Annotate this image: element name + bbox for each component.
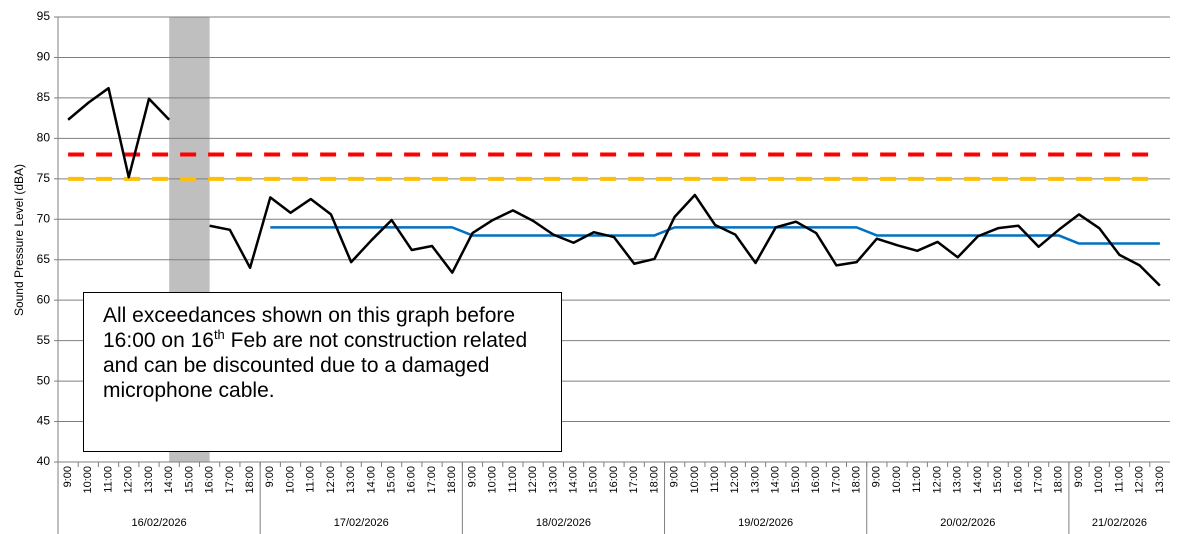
y-tick-label: 65: [37, 252, 51, 266]
y-axis-label: Sound Pressure Level (dBA): [12, 164, 26, 316]
group-label: 17/02/2026: [334, 517, 389, 529]
x-tick-label: 12:00: [1134, 466, 1146, 494]
y-tick-label: 70: [37, 211, 51, 225]
x-tick-label: 9:00: [264, 466, 276, 487]
x-tick-label: 18:00: [244, 466, 256, 494]
x-tick-label: 15:00: [790, 466, 802, 494]
x-tick-label: 17:00: [426, 466, 438, 494]
x-tick-label: 15:00: [588, 466, 600, 494]
x-tick-label: 11:00: [911, 466, 923, 493]
x-tick-label: 10:00: [1093, 466, 1105, 494]
x-tick-label: 11:00: [507, 466, 519, 493]
group-label: 19/02/2026: [738, 517, 793, 529]
y-tick-label: 50: [37, 373, 51, 387]
x-tick-label: 15:00: [183, 466, 195, 494]
x-tick-label: 9:00: [1073, 466, 1085, 487]
x-tick-label: 14:00: [972, 466, 984, 494]
x-tick-label: 15:00: [386, 466, 398, 494]
x-tick-label: 16:00: [810, 466, 822, 494]
x-tick-label: 18:00: [851, 466, 863, 494]
x-tick-label: 9:00: [871, 466, 883, 487]
x-tick-label: 13:00: [749, 466, 761, 494]
annotation-text: All exceedances shown on this graph befo…: [103, 304, 516, 352]
group-label: 21/02/2026: [1092, 517, 1147, 529]
x-tick-label: 10:00: [487, 466, 499, 494]
group-label: 16/02/2026: [132, 517, 187, 529]
x-tick-label: 12:00: [931, 466, 943, 494]
y-tick-label: 75: [37, 171, 51, 185]
y-tick-label: 55: [37, 333, 51, 347]
x-tick-label: 11:00: [102, 466, 114, 493]
x-tick-label: 12:00: [527, 466, 539, 494]
x-tick-label: 9:00: [62, 466, 74, 487]
x-tick-label: 17:00: [1032, 466, 1044, 494]
x-tick-label: 18:00: [648, 466, 660, 494]
x-tick-label: 12:00: [123, 466, 135, 494]
y-tick-label: 40: [37, 454, 51, 468]
x-tick-label: 17:00: [628, 466, 640, 494]
annotation-sup: th: [213, 327, 225, 342]
series-line: [270, 226, 1160, 245]
x-tick-label: 12:00: [729, 466, 741, 494]
x-tick-label: 13:00: [952, 466, 964, 494]
x-tick-label: 11:00: [1113, 466, 1125, 493]
x-tick-label: 14:00: [365, 466, 377, 494]
x-tick-label: 18:00: [1053, 466, 1065, 494]
x-tick-label: 11:00: [709, 466, 721, 493]
x-tick-label: 10:00: [891, 466, 903, 494]
y-tick-label: 85: [37, 90, 51, 104]
series-line: [67, 86, 1161, 287]
x-tick-label: 16:00: [406, 466, 418, 494]
x-tick-label: 13:00: [547, 466, 559, 494]
x-tick-label: 18:00: [446, 466, 458, 494]
y-tick-label: 45: [37, 414, 51, 428]
x-tick-label: 14:00: [163, 466, 175, 494]
x-tick-label: 14:00: [770, 466, 782, 494]
x-tick-label: 17:00: [224, 466, 236, 494]
x-tick-label: 17:00: [830, 466, 842, 494]
x-tick-label: 10:00: [689, 466, 701, 494]
x-tick-label: 12:00: [325, 466, 337, 494]
x-tick-label: 13:00: [143, 466, 155, 494]
x-tick-label: 9:00: [466, 466, 478, 487]
y-tick-label: 60: [37, 292, 51, 306]
y-tick-label: 90: [37, 50, 51, 64]
annotation: All exceedances shown on this graph befo…: [83, 292, 562, 452]
x-tick-label: 9:00: [669, 466, 681, 487]
x-tick-label: 16:00: [1012, 466, 1024, 494]
x-tick-label: 10:00: [82, 466, 94, 494]
group-label: 20/02/2026: [940, 517, 995, 529]
x-tick-label: 10:00: [284, 466, 296, 494]
y-tick-label: 80: [37, 131, 51, 145]
x-tick-label: 11:00: [305, 466, 317, 493]
y-tick-label: 95: [37, 9, 51, 23]
x-tick-label: 16:00: [608, 466, 620, 494]
x-tick-label: 13:00: [1154, 466, 1166, 494]
x-tick-label: 14:00: [567, 466, 579, 494]
annotation-text: Feb are not construction related and can…: [103, 329, 528, 402]
x-tick-label: 15:00: [992, 466, 1004, 494]
x-tick-label: 16:00: [204, 466, 216, 494]
x-tick-label: 13:00: [345, 466, 357, 494]
group-label: 18/02/2026: [536, 517, 591, 529]
